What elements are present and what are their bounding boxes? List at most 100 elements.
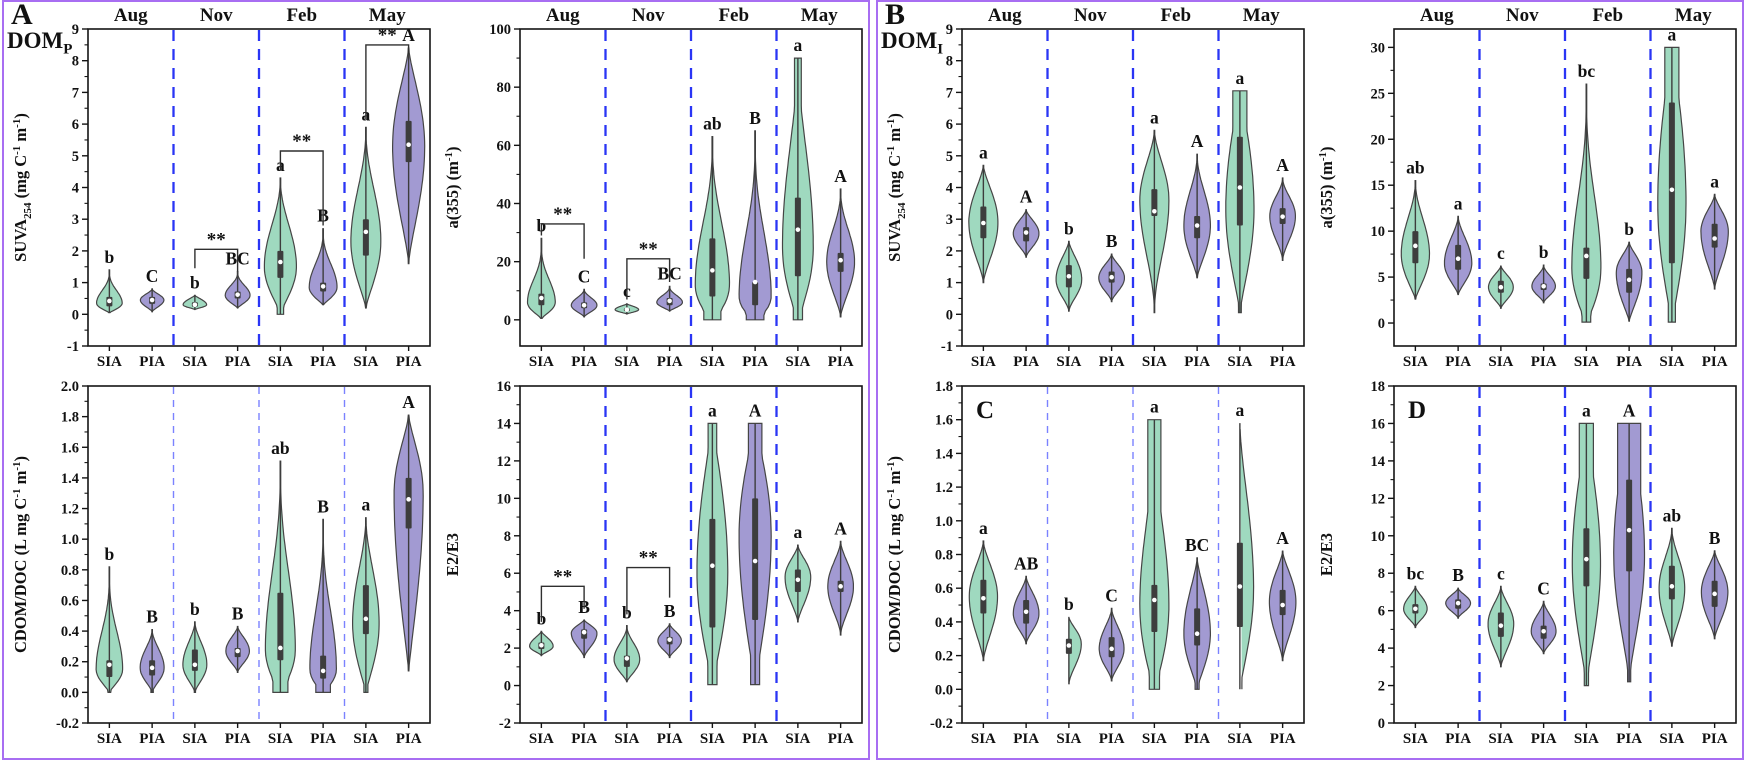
- significance-letter: B: [317, 496, 329, 516]
- y-axis-title: CDOM/DOC (L mg C-1 m-1): [885, 456, 904, 653]
- y-tick-label: 9: [946, 22, 953, 38]
- month-label: Feb: [1592, 5, 1623, 26]
- significance-stars: **: [639, 239, 658, 260]
- month-label: Feb: [1160, 5, 1191, 26]
- x-group-label: SIA: [97, 354, 122, 370]
- median-dot: [363, 229, 369, 235]
- y-tick-label: 20: [497, 255, 512, 271]
- iqr-box: [405, 120, 412, 163]
- significance-letter: a: [1454, 193, 1463, 213]
- violin-Nov-SIA: c SIA: [1487, 243, 1514, 370]
- median-dot: [624, 656, 630, 661]
- median-dot: [1237, 584, 1243, 589]
- violin-Feb-SIA: a SIA: [1139, 397, 1170, 747]
- significance-letter: BC: [1185, 535, 1209, 555]
- y-tick-label: 6: [72, 117, 79, 133]
- median-dot: [752, 279, 758, 285]
- subplot-A-e2e3: -20246810121416E2/E3bSIABPIAbSIABPIAaSIA…: [443, 379, 863, 747]
- x-group-label: SIA: [182, 731, 207, 747]
- significance-letter: c: [1497, 243, 1505, 263]
- significance-bracket: **: [540, 566, 585, 622]
- x-group-label: PIA: [828, 731, 854, 747]
- y-tick-label: 2: [72, 244, 79, 260]
- x-group-label: SIA: [614, 354, 639, 370]
- y-tick-label: 3: [946, 212, 953, 228]
- median-dot: [752, 558, 758, 564]
- median-dot: [1066, 643, 1072, 648]
- x-group-label: SIA: [1574, 731, 1599, 747]
- median-dot: [1669, 584, 1675, 589]
- x-group-label: SIA: [353, 731, 378, 747]
- significance-bracket: **: [626, 548, 671, 615]
- y-tick-label: 30: [1371, 40, 1386, 56]
- iqr-box: [1279, 589, 1286, 616]
- y-tick-label: -2: [499, 716, 511, 732]
- median-dot: [235, 292, 240, 297]
- month-labels: Aug Nov Feb May: [988, 5, 1280, 26]
- median-dot: [1194, 223, 1200, 228]
- y-tick-label: 0.0: [61, 685, 79, 701]
- y-tick-label: 18: [1371, 379, 1386, 395]
- y-tick-label: -0.2: [56, 716, 79, 732]
- significance-letter: a: [1236, 400, 1245, 420]
- y-axis: -0.2 0.0 0.2 0.4 0.6 0.8 1.0 1.2 1.4 1.6 1.8 2.0: [56, 379, 88, 732]
- y-tick-label: 0.2: [61, 655, 79, 671]
- significance-letter: A: [1276, 528, 1289, 548]
- y-tick-label: 2.0: [61, 379, 79, 395]
- month-labels: Aug Nov Feb May: [546, 5, 838, 26]
- y-tick-label: 0: [1378, 716, 1385, 732]
- significance-letter: a: [708, 400, 717, 420]
- significance-letter: a: [1710, 171, 1719, 191]
- violin-May-SIA: a SIA: [1227, 400, 1255, 747]
- significance-stars: **: [639, 548, 658, 569]
- median-dot: [981, 220, 986, 226]
- x-group-label: SIA: [1659, 731, 1684, 747]
- significance-letter: b: [105, 247, 115, 267]
- median-dot: [710, 268, 715, 273]
- x-group-label: PIA: [1445, 731, 1471, 747]
- month-label: Aug: [1420, 5, 1454, 26]
- y-tick-label: 6: [1378, 604, 1385, 620]
- significance-letter: B: [1709, 528, 1721, 548]
- y-tick-label: 1.8: [935, 379, 953, 395]
- median-dot: [1109, 274, 1114, 280]
- violin-May-PIA: A PIA: [393, 392, 424, 747]
- significance-letter: a: [794, 35, 803, 55]
- x-group-label: PIA: [657, 354, 683, 370]
- x-group-label: PIA: [1013, 731, 1039, 747]
- y-tick-label: 1: [946, 276, 953, 292]
- y-tick-label: 8: [946, 54, 953, 70]
- month-label: Aug: [114, 5, 148, 26]
- median-dot: [1584, 556, 1589, 562]
- median-dot: [1455, 256, 1461, 262]
- significance-letter: bc: [1407, 563, 1425, 583]
- violin-Feb-PIA: A PIA: [1613, 400, 1646, 747]
- subplot-B-suva254: -1 0 1 2 3 4 5 6 7 8 9 SUVA254 (mg C-1 m-1) Aug Nov Fe…: [885, 5, 1305, 370]
- month-label: Aug: [546, 5, 580, 26]
- median-dot: [278, 259, 283, 265]
- month-separators: [604, 30, 778, 345]
- median-dot: [1413, 243, 1418, 249]
- plot-frame: [87, 385, 431, 724]
- significance-letter: b: [1064, 594, 1074, 614]
- median-dot: [1626, 277, 1632, 283]
- y-tick-label: 1.0: [61, 532, 79, 548]
- significance-letter: c: [1497, 563, 1505, 583]
- significance-letter: A: [402, 25, 415, 45]
- median-dot: [320, 668, 326, 674]
- x-group-label: PIA: [571, 731, 597, 747]
- y-tick-label: 16: [1371, 416, 1386, 432]
- median-dot: [406, 497, 411, 502]
- violin-Aug-SIA: b SIA: [96, 247, 123, 370]
- x-group-label: PIA: [657, 731, 683, 747]
- significance-stars: **: [553, 566, 572, 587]
- significance-letter: B: [146, 607, 158, 627]
- median-dot: [107, 662, 112, 668]
- y-tick-label: 15: [1371, 178, 1386, 194]
